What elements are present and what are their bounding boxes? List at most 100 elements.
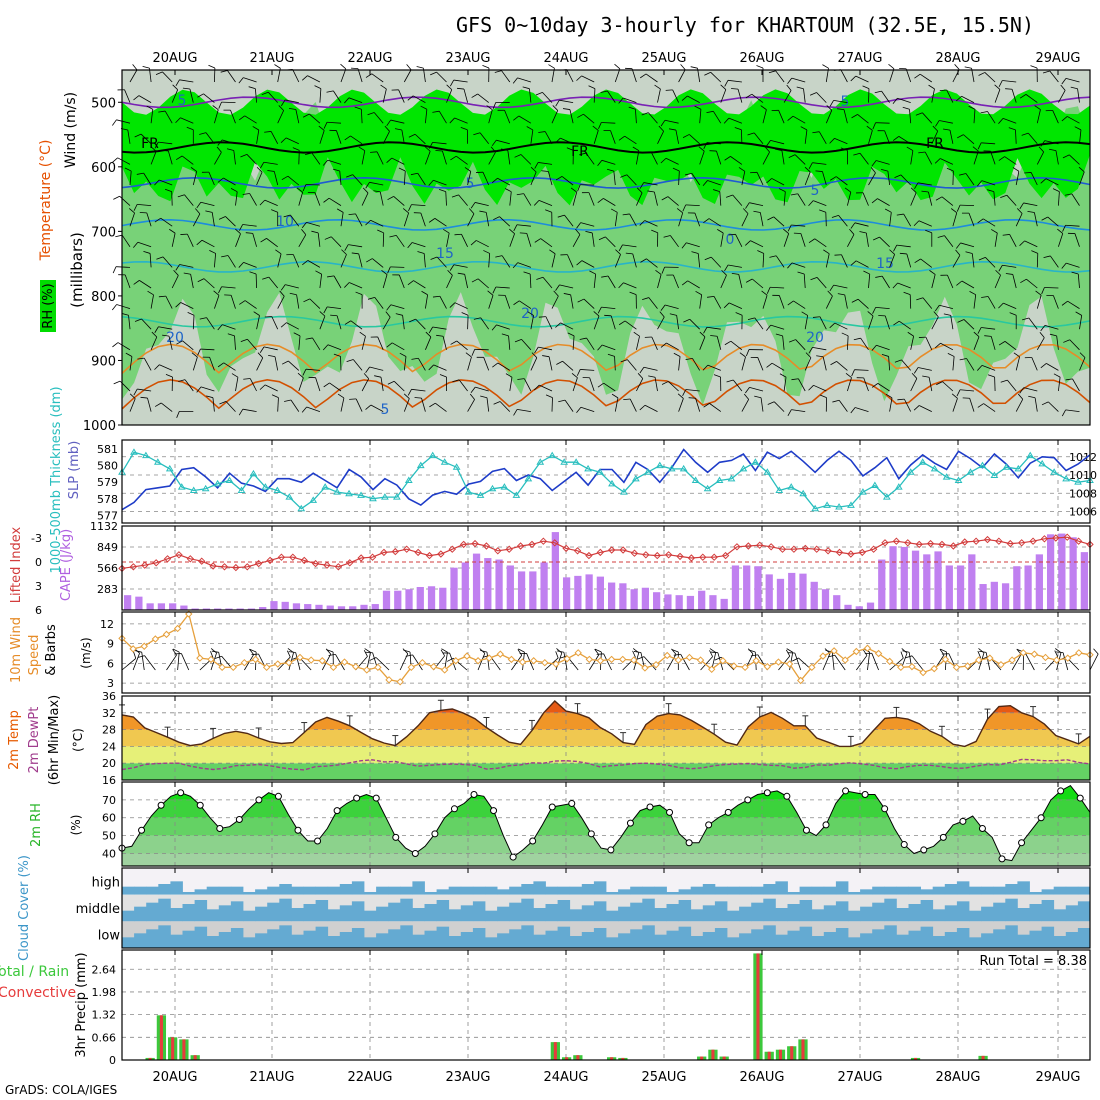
wind-barb-feather [597,306,602,314]
wind-barb-feather [1049,333,1057,337]
wind-barb-feather [1019,240,1025,247]
cloud-bar [932,909,946,922]
wind-barb [654,377,658,392]
thickness-marker [261,483,270,490]
cloud-bar [134,886,147,895]
wind-barb-feather [845,372,852,378]
wind-barb [309,298,321,309]
wind-barb [214,295,220,309]
wind-barb-feather [753,210,761,213]
li-tick-label: -3 [31,532,42,545]
wind-barb-feather [239,300,246,305]
wind-barb-feather [1005,273,1013,275]
minmax-axis-label: (6hr Min/Max) [47,695,62,785]
wind-barb [335,654,345,671]
wind-barb [602,344,616,351]
wind-speed-marker [618,655,627,664]
wind-barb-feather [341,249,347,255]
wind-barb [732,379,743,392]
contour-label: FR [141,136,159,152]
wind-barb-feather [710,651,718,654]
wind-barb-feather [557,214,565,218]
wind-barb-feather [449,117,455,124]
wind-barb-feather [314,85,322,89]
wind-barb [699,336,706,350]
wind-barb [329,382,342,392]
cloud-bar [134,933,147,948]
wind-barb [586,337,595,351]
cloud-bar [388,886,401,895]
wind-barb [791,409,806,412]
cloud-bar [472,901,486,922]
wind-barb [1015,399,1024,412]
wind-barb-feather [1040,363,1047,369]
cape-bar [484,558,492,610]
wind-barb-feather [253,311,260,316]
wind-barb [778,110,785,124]
wind-barb [403,69,412,83]
wind-barb [896,244,911,248]
wind-barb-feather [221,255,229,258]
wind-barb-feather [998,80,1003,87]
wind-barb-feather [934,342,941,349]
wind-barb-feather [950,208,958,214]
wind-barb-feather [436,334,444,337]
thickness-marker [297,504,306,512]
rh-marker [548,803,556,811]
top-date-axis: 20AUG 21AUG 22AUG 23AUG 24AUG 25AUG 26AUG 27AUG… [152,51,1080,66]
wind-barb [277,296,285,309]
contour-label: 5 [381,402,390,418]
wind-speed-marker [797,676,805,685]
wind-barb-feather [156,256,164,260]
wind-barb [1052,110,1059,124]
cloud-bar [194,926,208,948]
wind-barb [147,397,152,412]
wind-barb-feather [1040,140,1046,147]
wind-barb [361,150,366,165]
wind-barb [277,397,279,412]
wind-speed-marker [685,653,694,662]
wind-barb [137,388,152,392]
wind-barb-feather [147,290,154,296]
wind-barb-feather [585,230,593,234]
cloud-bar [993,929,1006,948]
wind-barb [720,275,727,289]
wind-barb [495,286,510,289]
wind-barb [816,92,827,103]
wind-barb [657,88,661,103]
wind-barb [180,302,194,309]
wind-barb-feather [668,128,676,131]
wind-barb [488,253,491,268]
wind-barb-feather [900,651,904,659]
wind-barb-feather [428,364,434,371]
wind-barb [315,377,321,392]
wind-barb-feather [683,318,690,323]
wind-barb [603,198,616,206]
wind-barb [782,335,785,350]
wind-barb-feather [1008,127,1016,131]
wind-barb [319,315,326,330]
wind-barb-feather [738,167,746,172]
cloud-bar [267,902,280,922]
wind-barb [200,348,215,351]
wind-barb-feather [766,362,773,368]
wind-barb-feather [669,313,677,316]
wind-tick-label: 12 [100,618,114,631]
cape-bar [450,567,458,610]
cloud-bar [303,930,316,948]
thickness-marker [1002,463,1011,470]
wind-barb [129,212,135,227]
isotherm-20 [121,315,1091,328]
wind-barb [973,109,976,124]
wind-barb [373,112,384,124]
wind-barb-feather [288,651,296,653]
wind-barb [884,315,890,330]
thickness-marker [608,479,616,487]
cape-tick-label: 566 [97,562,118,575]
wind-barb [1066,262,1080,268]
wind-barb [144,655,156,671]
wind-barb-feather [140,396,148,399]
wind-barb [876,344,890,351]
wind-barb [947,274,954,289]
wind-barb-feather [513,409,518,416]
